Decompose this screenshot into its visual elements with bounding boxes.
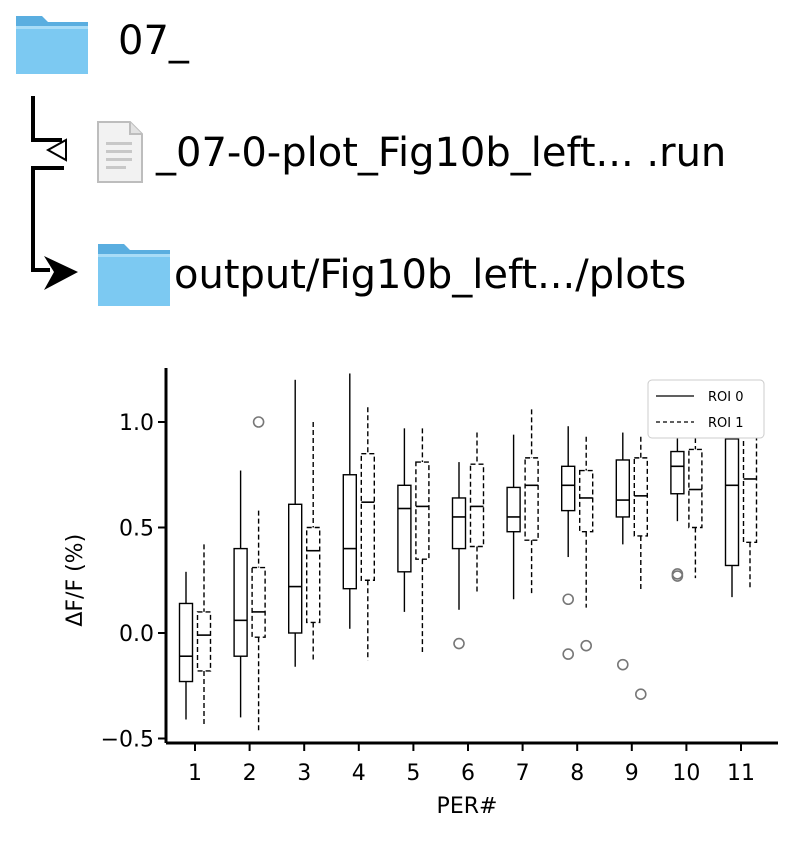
folder-icon: [98, 244, 170, 306]
box-iqr: [251, 566, 266, 638]
box-roi0: [670, 432, 685, 582]
box-iqr: [178, 602, 194, 683]
box-iqr: [688, 448, 703, 529]
box-iqr: [288, 503, 303, 634]
box-iqr: [742, 431, 758, 543]
box-iqr: [397, 484, 412, 573]
box-roi1: [415, 428, 430, 652]
file-icon: [97, 121, 143, 183]
y-tick-label: 0.5: [119, 517, 154, 542]
legend-label: ROI 0: [708, 390, 744, 405]
box-iqr: [506, 486, 521, 533]
run-file-label[interactable]: _07-0-plot_Fig10b_left... .run: [156, 130, 727, 176]
x-tick-label: 4: [352, 761, 366, 786]
output-folder-label[interactable]: output/Fig10b_left.../plots: [174, 252, 687, 298]
box-iqr: [306, 526, 321, 624]
box-roi0: [615, 432, 630, 671]
box-roi0: [342, 373, 357, 629]
box-roi0: [451, 462, 467, 650]
box-roi0: [288, 379, 303, 667]
box-iqr: [342, 474, 357, 590]
box-roi0: [561, 426, 576, 660]
box-roi1: [469, 432, 485, 593]
y-axis-label: ΔF/F (%): [63, 534, 88, 627]
legend-label: ROI 1: [708, 416, 744, 431]
box-roi0: [178, 571, 194, 720]
outlier-point: [562, 648, 575, 660]
boxplot-chart: −0.5 0.0 0.5 1.0 1 2 3 4 5 6 7 8 9 10 11 PER# ΔF/F (%) R…: [63, 368, 778, 819]
y-tick-label: −0.5: [101, 728, 154, 753]
outlier-point: [634, 688, 647, 700]
outlier-point: [252, 416, 265, 428]
box-roi1: [251, 416, 266, 733]
x-tick-label: 9: [625, 761, 639, 786]
outlier-point: [580, 639, 593, 652]
x-tick-label: 1: [188, 761, 202, 786]
box-roi0: [397, 428, 412, 612]
outlier-point: [616, 658, 629, 671]
x-tick-label: 6: [461, 761, 475, 786]
y-tick-label: 1.0: [119, 411, 154, 436]
box-iqr: [451, 497, 467, 550]
box-roi1: [306, 422, 321, 661]
box-roi0: [506, 434, 521, 600]
tree-connector: [31, 96, 78, 290]
box-iqr: [579, 469, 594, 533]
box-iqr: [633, 457, 648, 537]
x-tick-label: 3: [297, 761, 311, 786]
x-axis-label: PER#: [437, 794, 498, 819]
x-tick-label: 2: [243, 761, 257, 786]
outlier-point: [671, 570, 684, 582]
x-tick-label: 8: [570, 761, 584, 786]
box-roi1: [742, 422, 758, 589]
box-iqr: [196, 611, 212, 672]
box-iqr: [561, 465, 576, 512]
box-roi0: [233, 470, 248, 718]
x-tick-label: 7: [516, 761, 530, 786]
folder-icon: [16, 16, 88, 74]
box-roi1: [688, 422, 703, 579]
x-tick-label: 10: [672, 761, 700, 786]
box-iqr: [415, 461, 430, 560]
box-iqr: [670, 450, 685, 495]
box-roi1: [196, 544, 212, 726]
outlier-point: [562, 593, 575, 606]
box-roi1: [524, 409, 539, 596]
root-folder-label[interactable]: 07_: [118, 18, 189, 64]
y-tick-label: 0.0: [119, 622, 154, 647]
x-tick-label: 11: [727, 761, 755, 786]
box-iqr: [469, 463, 485, 548]
x-tick-label: 5: [406, 761, 420, 786]
box-roi1: [579, 436, 594, 652]
legend-box: [647, 379, 765, 439]
box-iqr: [724, 438, 740, 567]
box-iqr: [233, 547, 248, 657]
box-iqr: [360, 452, 375, 581]
box-roi1: [633, 436, 648, 700]
box-roi0: [724, 422, 740, 598]
box-iqr: [524, 457, 539, 541]
box-roi1: [360, 407, 375, 661]
outlier-point: [453, 637, 465, 650]
box-iqr: [615, 459, 630, 518]
